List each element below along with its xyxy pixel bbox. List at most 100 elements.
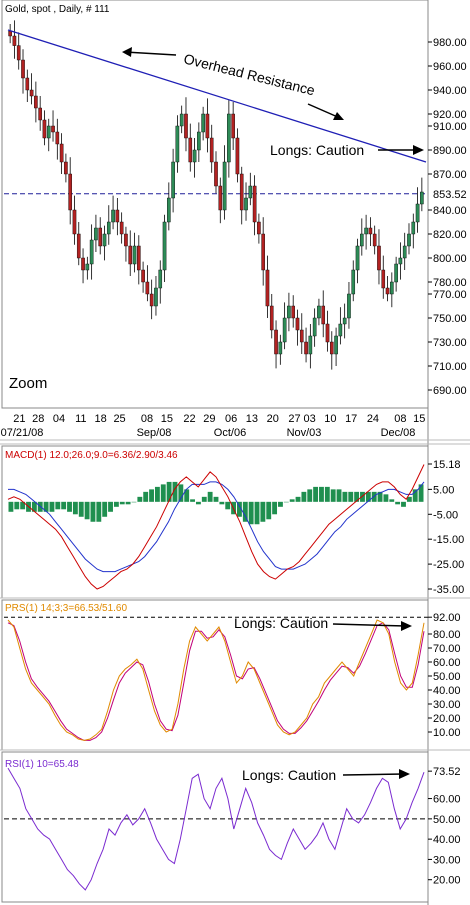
macd-histogram-bar — [78, 501, 84, 517]
bear-candle — [205, 113, 210, 139]
macd-histogram-bar — [61, 501, 67, 510]
rsi-y-tick-label: 73.52 — [433, 766, 461, 778]
bull-candle — [106, 221, 111, 235]
bull-candle — [317, 305, 321, 319]
macd-histogram-bar — [272, 501, 278, 515]
rsi-y-tick-label: 20.00 — [433, 875, 461, 887]
bear-candle — [184, 113, 188, 139]
bull-candle — [287, 305, 291, 319]
prs-fast-line — [7, 619, 425, 741]
bull-candle — [102, 233, 107, 247]
bear-candle — [68, 173, 72, 211]
bull-candle — [364, 227, 368, 235]
macd-histogram-bar — [172, 481, 178, 502]
prs-slow-line — [7, 622, 425, 741]
macd-histogram-bar — [20, 501, 26, 510]
bear-candle — [51, 125, 55, 133]
macd-histogram-bar — [125, 501, 131, 505]
rsi-y-axis: 73.52 60.00 50.00 40.00 30.00 20.00 — [428, 766, 461, 887]
macd-histogram-bar — [43, 501, 49, 512]
zoom-label[interactable]: Zoom — [9, 375, 47, 392]
bear-candle — [385, 287, 390, 295]
x-tick-label: 13 — [246, 413, 258, 425]
price-candles — [8, 20, 424, 370]
macd-histogram-bar — [119, 501, 125, 505]
macd-histogram-bar — [137, 496, 143, 502]
x-tick-label: 03 — [303, 413, 315, 425]
x-tick-label: 15 — [161, 413, 173, 425]
bull-candle — [407, 233, 411, 247]
x-tick-label: 17 — [345, 413, 357, 425]
prs-caution-label: Longs: Caution — [234, 615, 328, 631]
bear-candle — [304, 341, 308, 355]
x-tick-label: 08 — [141, 413, 153, 425]
bear-candle — [21, 59, 25, 79]
price-y-tick-label: 770.00 — [433, 289, 467, 301]
price-y-tick-label: 910.00 — [433, 121, 467, 133]
bear-candle — [252, 185, 257, 223]
macd-signal-line — [8, 481, 425, 573]
bull-candle — [334, 335, 338, 355]
macd-histogram-bar — [412, 489, 418, 502]
macd-line — [7, 464, 425, 590]
macd-histogram-bar — [131, 501, 137, 503]
bear-candle — [29, 89, 34, 97]
bear-candle — [291, 305, 295, 319]
bull-candle — [46, 125, 51, 139]
x-tick-label: 20 — [267, 413, 279, 425]
bull-candle — [244, 197, 248, 211]
macd-histogram-bar — [401, 501, 406, 507]
bear-candle — [299, 329, 304, 343]
prs-y-tick-label: 40.00 — [433, 685, 461, 697]
price-y-tick-label: 940.00 — [433, 85, 467, 97]
current-price-label: 853.52 — [433, 189, 467, 201]
x-period-label: Nov/03 — [287, 427, 322, 439]
macd-y-tick-label: -5.00 — [433, 509, 458, 521]
x-tick-label: 06 — [225, 413, 237, 425]
bull-candle — [132, 245, 137, 265]
x-tick-label: 22 — [183, 413, 195, 425]
x-tick-label: 29 — [203, 413, 215, 425]
bear-candle — [231, 113, 235, 139]
macd-histogram-bar — [242, 501, 248, 522]
x-tick-label: 25 — [113, 413, 125, 425]
bull-candle — [201, 113, 205, 133]
macd-histogram-bar — [301, 491, 307, 502]
macd-histogram-bar — [395, 501, 401, 505]
rsi-title: RSI(1) 10=65.48 — [5, 759, 79, 770]
x-tick-label: 27 — [288, 413, 300, 425]
macd-histogram-bar — [336, 489, 342, 502]
macd-histogram-bar — [113, 501, 119, 507]
macd-histogram-bar — [248, 501, 254, 525]
bull-candle — [175, 125, 180, 163]
x-tick-label: 15 — [413, 413, 425, 425]
bull-candle — [248, 185, 253, 199]
bear-candle — [372, 233, 377, 247]
macd-histogram-bar — [195, 501, 201, 505]
macd-histogram-bar — [49, 501, 55, 512]
x-tick-label: 11 — [75, 413, 86, 425]
bull-candle — [158, 269, 163, 289]
bear-candle — [137, 245, 141, 271]
bear-candle — [141, 269, 145, 283]
macd-histogram-bar — [201, 496, 207, 502]
price-x-axis: 21 28 04 11 18 25 08 15 22 29 06 13 20 27 03 10 17 24 08 15… — [1, 413, 426, 439]
price-y-tick-label: 890.00 — [433, 145, 467, 157]
prs-caution-arrow — [332, 623, 407, 627]
bull-candle — [351, 269, 356, 295]
bear-candle — [59, 143, 64, 163]
bear-candle — [295, 317, 300, 331]
macd-histogram-bar — [8, 501, 14, 512]
macd-histogram-bar — [190, 499, 195, 502]
prs-y-tick-label: 30.00 — [433, 699, 461, 711]
x-period-label: Oct/06 — [214, 427, 246, 439]
macd-histogram-bar — [96, 501, 102, 522]
macd-histogram-bar — [254, 501, 260, 525]
macd-histogram-bar — [377, 491, 383, 502]
prs-y-axis: 92.00 80.00 70.00 60.00 50.00 40.00 30.00 20.00… — [428, 612, 461, 739]
price-y-tick-label: 920.00 — [433, 109, 467, 121]
x-tick-label: 10 — [324, 413, 336, 425]
rsi-y-tick-label: 50.00 — [433, 814, 461, 826]
bear-candle — [12, 35, 17, 46]
